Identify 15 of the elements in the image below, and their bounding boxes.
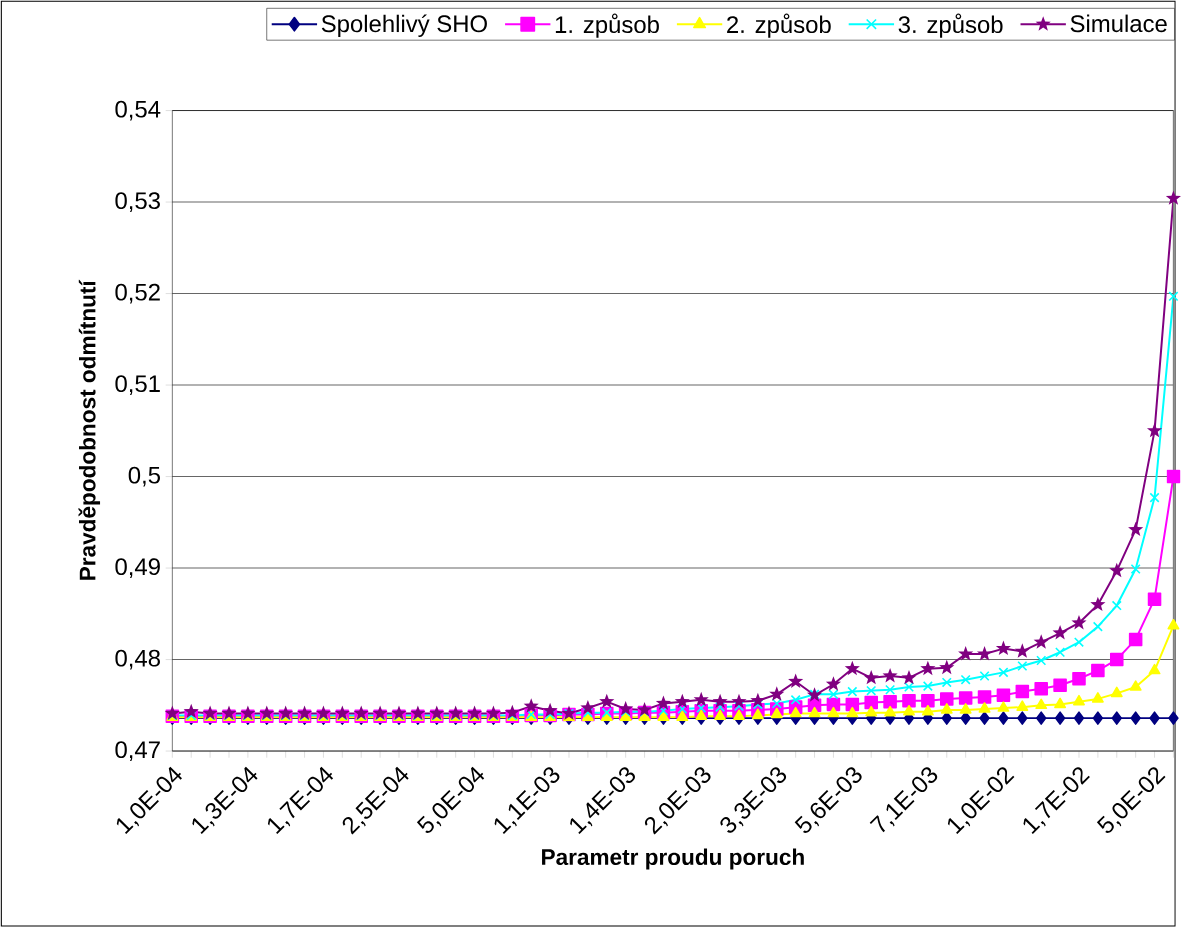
y-tick-label: 0,5 bbox=[128, 466, 160, 487]
legend-label: 3. způsob bbox=[898, 13, 1003, 38]
legend-label: 1. způsob bbox=[555, 13, 659, 38]
legend-label: Spolehlivý SHO bbox=[321, 14, 487, 37]
x-axis-title: Parametr proudu poruch bbox=[542, 848, 804, 870]
y-tick-label: 0,54 bbox=[115, 100, 161, 121]
y-tick-label: 0,47 bbox=[115, 740, 160, 761]
y-tick-label: 0,49 bbox=[115, 557, 160, 578]
y-tick-label: 0,51 bbox=[115, 374, 160, 395]
y-tick-label: 0,52 bbox=[115, 283, 160, 304]
y-axis-title: Pravděpodobnost odmítnutí bbox=[78, 279, 101, 580]
legend-label: 2. způsob bbox=[727, 13, 831, 38]
y-tick-label: 0,53 bbox=[115, 191, 160, 212]
legend-label: Simulace bbox=[1070, 14, 1167, 32]
y-tick-label: 0,48 bbox=[115, 649, 160, 670]
